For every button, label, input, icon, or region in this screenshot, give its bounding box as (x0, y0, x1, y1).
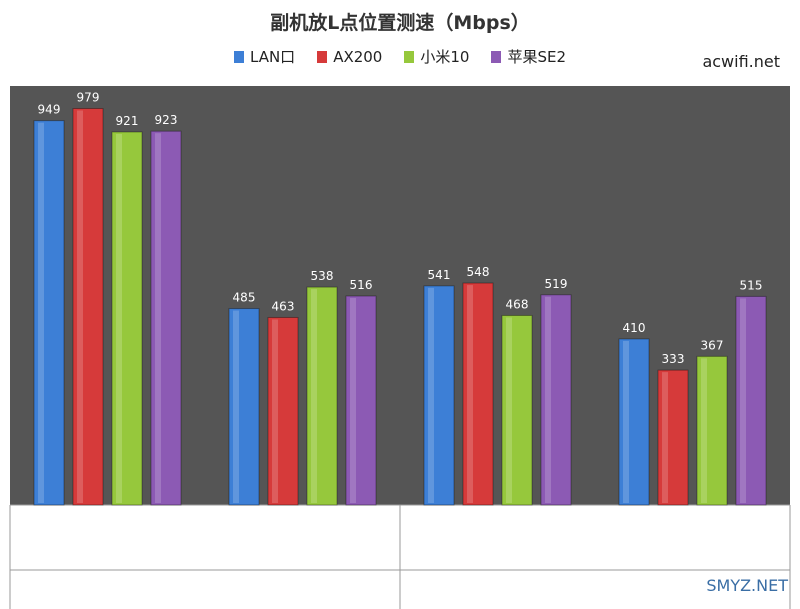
data-label: 538 (311, 269, 334, 283)
bar-highlight (77, 110, 83, 503)
data-label: 515 (740, 278, 763, 292)
category-label: up (290, 529, 314, 549)
bar (33, 120, 65, 506)
bar-highlight (662, 372, 668, 503)
data-label: 367 (701, 338, 724, 352)
bar (540, 294, 572, 506)
category-label: down (472, 529, 524, 549)
bar-highlight (233, 310, 239, 503)
data-label: 548 (467, 265, 490, 279)
legend-item: AX200 (317, 46, 382, 67)
category-label: up (680, 529, 704, 549)
legend-swatch (404, 50, 415, 63)
legend-label: 小米10 (420, 48, 470, 66)
bar (228, 308, 260, 506)
bar (696, 355, 728, 506)
bar-highlight (740, 298, 746, 503)
data-label: 468 (506, 297, 529, 311)
bar (111, 131, 143, 506)
bar (306, 286, 338, 506)
bar-highlight (311, 289, 317, 503)
data-label: 921 (116, 114, 139, 128)
watermark-top: acwifi.net (702, 52, 780, 71)
data-label: 410 (623, 321, 646, 335)
bar-highlight (116, 133, 122, 503)
bar (618, 338, 650, 506)
bar-highlight (545, 296, 551, 503)
legend-swatch (317, 50, 328, 63)
bar-highlight (701, 358, 707, 503)
bar (345, 295, 377, 506)
data-label: 516 (350, 278, 373, 292)
legend: LAN口 AX200 小米10 苹果SE2 (0, 46, 800, 67)
bar-highlight (428, 287, 434, 503)
legend-label: LAN口 (250, 48, 296, 66)
bar-highlight (38, 122, 44, 503)
bar-highlight (623, 340, 629, 503)
group-label: RBK852 (560, 580, 630, 599)
data-label: 485 (233, 291, 256, 305)
bar (657, 369, 689, 506)
category-label: down (82, 529, 134, 549)
legend-swatch (234, 50, 244, 63)
legend-item: 小米10 (404, 46, 469, 67)
bar-highlight (350, 298, 356, 503)
chart-title: 副机放L点位置测速（Mbps） (270, 12, 530, 34)
bar-highlight (467, 285, 473, 503)
legend-label: 苹果SE2 (507, 48, 566, 66)
watermark-bottom: SMYZ.NET (706, 576, 788, 595)
bar (501, 314, 533, 506)
bar (423, 285, 455, 506)
data-label: 463 (272, 299, 295, 313)
legend-label: AX200 (333, 47, 383, 66)
data-label: 333 (662, 352, 685, 366)
bar (72, 108, 104, 506)
bar (735, 295, 767, 506)
group-label: ELF1 (183, 580, 226, 599)
data-label: 541 (428, 268, 451, 282)
data-label: 949 (38, 103, 61, 117)
bar-highlight (506, 317, 512, 503)
bar-highlight (155, 133, 161, 503)
bar-highlight (272, 319, 278, 503)
bar (267, 316, 299, 506)
bar (462, 282, 494, 506)
legend-swatch (491, 50, 502, 63)
data-label: 923 (155, 113, 178, 127)
legend-item: 苹果SE2 (491, 46, 566, 67)
legend-item: LAN口 (234, 46, 295, 67)
bar (150, 130, 182, 506)
data-label: 519 (545, 277, 568, 291)
data-label: 979 (77, 91, 100, 105)
